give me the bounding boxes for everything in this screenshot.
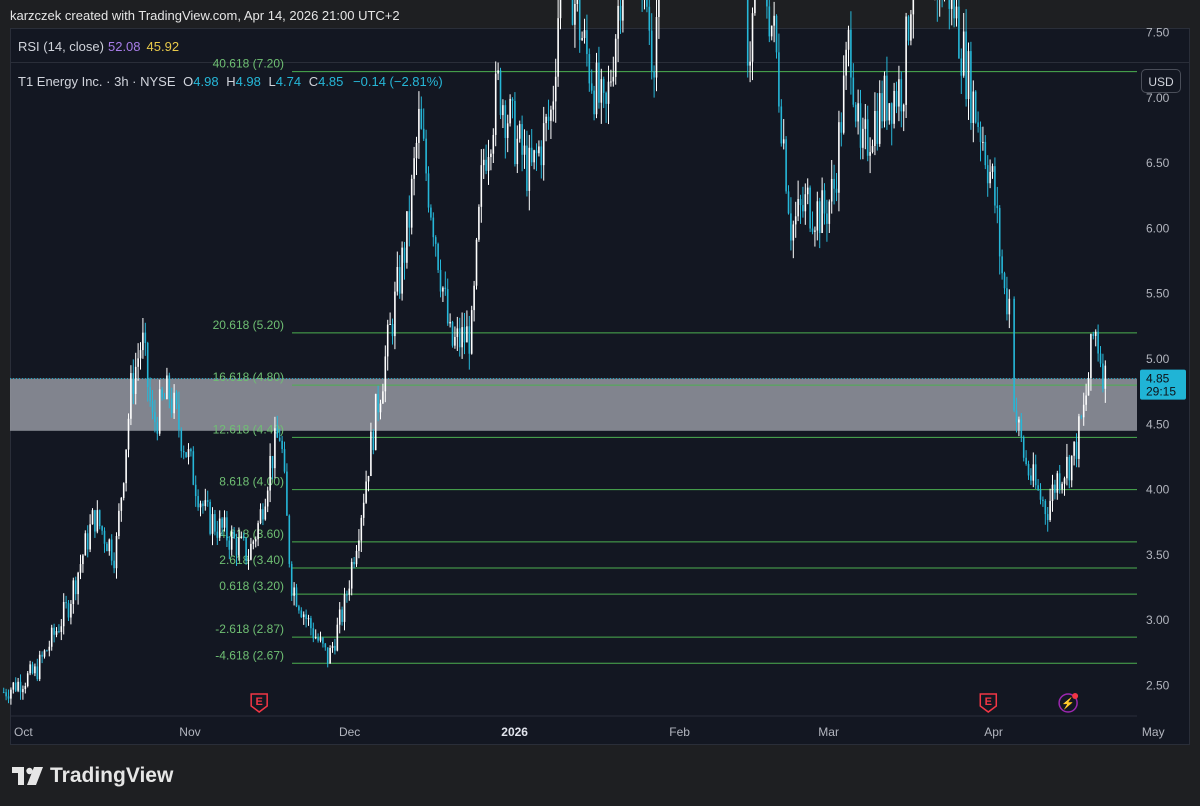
- rsi-value-2: 45.92: [146, 39, 180, 54]
- close-label: C: [308, 74, 319, 89]
- candle-body[interactable]: [948, 0, 951, 9]
- candle-body[interactable]: [658, 0, 660, 18]
- candle-body[interactable]: [953, 0, 955, 19]
- symbol-legend[interactable]: T1 Energy Inc. · 3h · NYSE O4.98 H4.98 L…: [18, 74, 443, 89]
- high-value: 4.98: [235, 74, 261, 89]
- pane-separator[interactable]: [10, 62, 1190, 63]
- candle-body[interactable]: [574, 3, 576, 25]
- symbol-title: T1 Energy Inc. · 3h · NYSE: [18, 74, 176, 89]
- candle-body[interactable]: [571, 0, 574, 25]
- tradingview-logo: TradingView: [12, 764, 173, 788]
- candle-body[interactable]: [950, 0, 953, 9]
- candle-body[interactable]: [773, 15, 775, 26]
- candle-body[interactable]: [754, 0, 756, 14]
- candle-body[interactable]: [646, 0, 648, 7]
- change-value: −0.14 (−2.81%): [353, 74, 443, 89]
- open-value: 4.98: [193, 74, 219, 89]
- close-value: 4.85: [318, 74, 344, 89]
- candle-body[interactable]: [576, 0, 579, 4]
- candle-body[interactable]: [622, 0, 624, 21]
- rsi-label: RSI (14, close): [18, 39, 104, 54]
- candle-body[interactable]: [2, 692, 5, 694]
- low-value: 4.74: [275, 74, 302, 89]
- attribution-text: karzczek created with TradingView.com, A…: [10, 8, 400, 23]
- candle-body[interactable]: [559, 0, 562, 19]
- rsi-legend[interactable]: RSI (14, close) 52.08 45.92: [18, 39, 179, 54]
- high-label: H: [226, 74, 236, 89]
- tradingview-logo-icon: [12, 767, 43, 785]
- low-label: L: [268, 74, 276, 89]
- candle-body[interactable]: [766, 0, 768, 7]
- candle-body[interactable]: [619, 5, 622, 21]
- candle-body[interactable]: [5, 692, 7, 697]
- rsi-value-1: 52.08: [107, 39, 141, 54]
- candle-body[interactable]: [955, 6, 958, 19]
- currency-button[interactable]: USD: [1141, 69, 1181, 93]
- chart-frame[interactable]: [10, 28, 1190, 745]
- candle-body[interactable]: [912, 0, 915, 15]
- open-label: O: [183, 74, 194, 89]
- tradingview-logo-text: TradingView: [50, 764, 174, 787]
